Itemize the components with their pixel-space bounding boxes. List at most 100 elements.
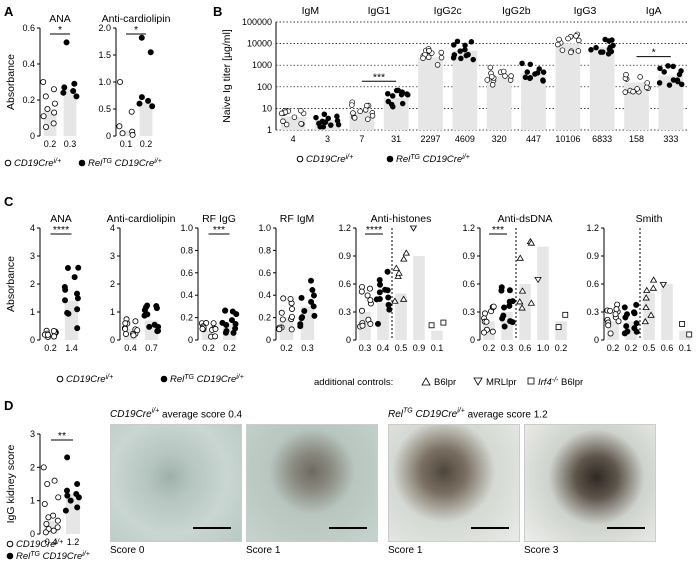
y-tick-label: 10000 — [247, 39, 272, 49]
data-point — [75, 494, 82, 501]
y-tick-label: 0 — [30, 529, 35, 539]
panel-letter: B — [213, 4, 222, 19]
data-point — [610, 42, 616, 49]
data-point — [287, 295, 294, 302]
data-point — [278, 110, 285, 117]
bar — [300, 306, 315, 340]
data-point — [42, 93, 49, 100]
bar — [413, 256, 425, 340]
data-point — [141, 307, 148, 314]
data-point — [633, 320, 640, 327]
data-point — [40, 113, 47, 120]
data-point-b6lpr — [392, 264, 401, 271]
y-tick-label: 3 — [30, 429, 35, 439]
chart-title: RF IgG — [202, 213, 236, 225]
bar-mean-label: 7 — [359, 134, 364, 144]
data-point-irf4 — [440, 319, 447, 326]
data-point — [509, 298, 516, 305]
chart-A-ana: 0 0.2 0.4 0.6 ANA Absorbance 0.2 0.3 * — [5, 13, 80, 149]
legend-wt: CD19Crei/+ — [56, 374, 113, 385]
data-point — [71, 80, 78, 87]
y-tick-label: 3 — [110, 251, 115, 261]
data-point — [128, 108, 135, 115]
data-point — [44, 480, 51, 487]
bar-mean-label: 1.2 — [67, 537, 80, 547]
additional-controls-legend: additional controls: B6lpr MRLlpr Irf4-/- B… — [314, 377, 583, 389]
y-tick-label: 0.6 — [22, 23, 35, 33]
data-point-b6lpr — [394, 272, 402, 279]
data-point — [119, 130, 126, 137]
data-point — [51, 100, 58, 107]
data-point — [555, 41, 561, 48]
y-tick-label: 1.2 — [586, 223, 599, 233]
y-tick-label: 1.0 — [180, 223, 193, 233]
y-tick-label: 2 — [30, 462, 35, 472]
bar — [139, 102, 153, 136]
data-point — [298, 121, 304, 127]
data-point — [499, 315, 506, 322]
data-point — [483, 318, 490, 325]
data-point — [50, 120, 57, 127]
data-point — [43, 521, 50, 528]
bar-mean-label: 447 — [526, 134, 541, 144]
data-point — [388, 101, 395, 108]
data-point — [633, 301, 640, 308]
data-point — [309, 287, 316, 294]
data-point — [151, 321, 158, 328]
data-point — [64, 492, 71, 499]
data-point — [470, 56, 476, 63]
y-tick-label: 100 — [257, 82, 272, 92]
bar-mean-label: 0.1 — [679, 343, 692, 353]
y-tick-label: 0.3 — [338, 307, 351, 317]
y-tick-label: 0 — [266, 335, 271, 345]
data-point — [498, 284, 505, 291]
data-point — [138, 34, 145, 41]
data-point — [229, 308, 236, 315]
data-point — [633, 328, 640, 335]
data-point — [540, 69, 547, 75]
data-point — [147, 49, 154, 56]
legend-label: RelTG CD19Crei/+ — [16, 551, 90, 562]
data-point — [54, 524, 61, 531]
y-tick-label: 1.2 — [462, 223, 475, 233]
data-point — [527, 61, 534, 68]
data-point — [364, 102, 370, 109]
group-title: IgG2b — [502, 5, 531, 17]
legend-label: RelTG CD19Crei/+ — [170, 374, 244, 386]
data-point — [364, 292, 371, 299]
data-point — [656, 80, 663, 86]
data-point — [54, 517, 61, 524]
data-point — [386, 306, 393, 313]
y-tick-label: 0.3 — [586, 307, 599, 317]
data-point — [434, 62, 441, 68]
bar-mean-label: 1.0 — [537, 343, 550, 353]
data-point — [524, 69, 531, 75]
data-point — [468, 39, 475, 45]
data-point — [299, 314, 306, 321]
bar-mean-label: 4609 — [455, 134, 475, 144]
panel-letter: A — [4, 4, 14, 19]
data-point — [74, 290, 81, 297]
significance-label: *** — [213, 224, 225, 236]
data-point — [489, 73, 495, 80]
data-point — [325, 115, 332, 122]
y-axis-label: IgG kidney score — [5, 444, 17, 523]
data-point — [600, 49, 606, 55]
data-point-b6lpr — [518, 287, 527, 294]
data-point — [222, 307, 229, 314]
panel-letter: C — [4, 194, 14, 209]
y-tick-label: 0.2 — [180, 313, 193, 323]
data-point — [613, 306, 620, 313]
bar-mean-label: 10106 — [555, 134, 580, 144]
y-tick-label: 1.0 — [258, 223, 271, 233]
data-point — [489, 328, 496, 335]
data-point — [44, 106, 51, 113]
data-point — [385, 90, 391, 97]
data-point — [540, 77, 546, 83]
chart-title: Anti-dsDNA — [498, 213, 553, 225]
data-point — [522, 74, 529, 81]
legend-tg: RelTG CD19Crei/+ — [386, 154, 470, 165]
data-point — [50, 86, 57, 93]
data-point-irf4 — [555, 324, 562, 331]
data-point — [74, 306, 81, 313]
